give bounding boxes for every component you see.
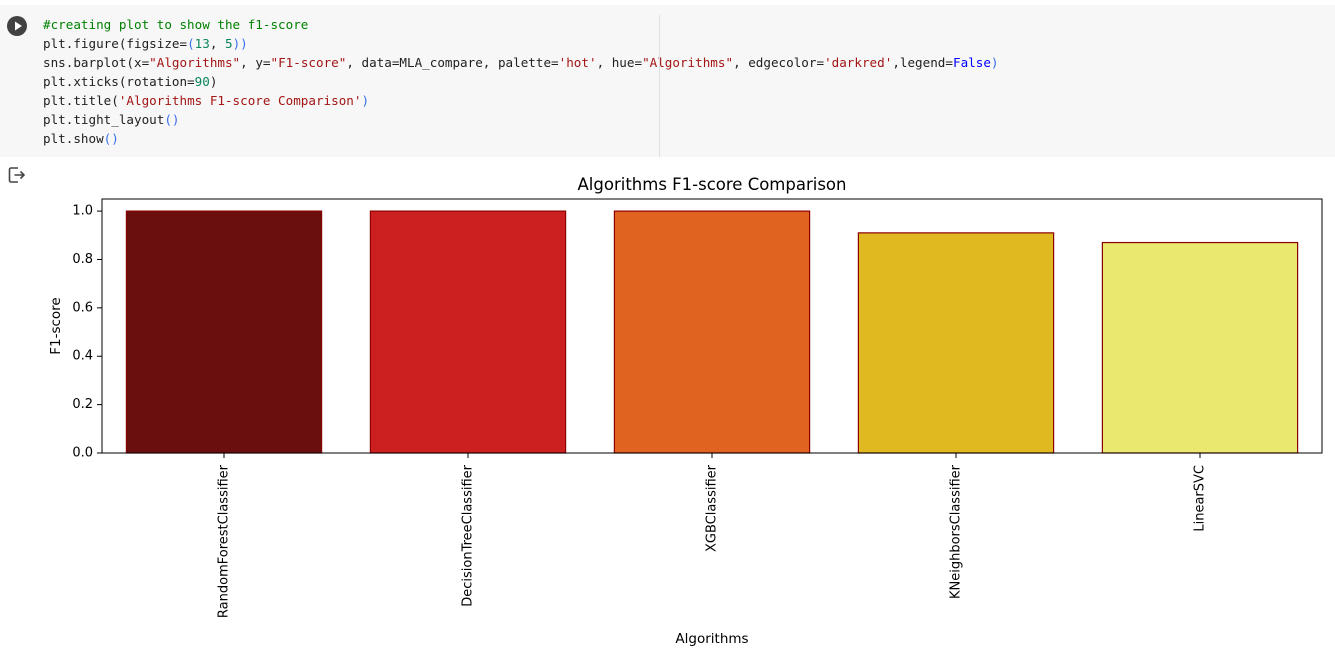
code-token: () [164,112,180,127]
code-line: sns.barplot(x="Algorithms", y="F1-score"… [43,53,999,72]
code-token: 'hot' [558,55,597,70]
code-token: 90 [194,74,210,89]
play-icon [15,21,22,31]
bar-XGBClassifier [613,210,811,454]
bar-LinearSVC [1101,241,1299,454]
code-token: plt.xticks(rotation= [43,74,195,89]
code-token: plt.figure(figsize= [43,36,188,51]
plot-frame [101,198,1323,454]
code-line: plt.title('Algorithms F1-score Compariso… [43,91,999,110]
code-token: 'darkred' [824,55,893,70]
code-line: plt.xticks(rotation=90) [43,72,999,91]
y-tick-label: 0.0 [72,446,93,461]
chart-title: Algorithms F1-score Comparison [578,175,847,194]
f1-score-bar-chart: Algorithms F1-score Comparison RandomFore… [48,175,1323,647]
code-token: , data=MLA_compare, palette= [346,55,559,70]
x-tick-label: XGBClassifier [705,464,720,552]
x-tick-label: LinearSVC [1193,465,1208,532]
code-token: sns.barplot(x= [43,55,150,70]
code-token: , edgecolor= [733,55,825,70]
code-token: ) [990,55,999,70]
bar-KNeighborsClassifier [857,232,1055,454]
code-token: , hue= [596,55,643,70]
code-token: "F1-score" [270,55,347,70]
code-token: ) [209,74,218,89]
code-token: "Algorithms" [149,55,241,70]
code-token: ,legend= [892,55,953,70]
code-token: False [952,55,991,70]
code-token: #creating plot to show the f1-score [43,17,309,32]
code-token: () [103,131,119,146]
x-tick-label: DecisionTreeClassifier [461,464,476,606]
code-line: #creating plot to show the f1-score [43,15,999,34]
y-tick-label: 0.4 [72,349,93,364]
y-tick-label: 0.6 [72,300,93,315]
code-token: )) [232,36,248,51]
y-tick-label: 1.0 [72,204,93,219]
code-token: , [209,36,225,51]
code-token: , y= [240,55,271,70]
code-token: 13 [194,36,210,51]
code-token: ( [187,36,195,51]
code-token: plt.show [43,131,104,146]
bar-RandomForestClassifier [125,210,323,454]
x-tick-label: KNeighborsClassifier [949,464,964,599]
y-tick-label: 0.2 [72,397,93,412]
code-token: plt.title( [43,93,119,108]
editor-ruler [659,15,660,157]
code-line: plt.tight_layout() [43,110,999,129]
code-line: plt.show() [43,129,999,148]
output-redirect-icon[interactable] [7,165,27,185]
x-tick-label: RandomForestClassifier [217,464,232,618]
code-token: 'Algorithms F1-score Comparison' [118,93,362,108]
y-axis-label: F1-score [48,297,64,355]
code-token: 5 [225,36,233,51]
code-token: plt.tight_layout [43,112,165,127]
run-cell-button[interactable] [7,16,27,36]
code-token: "Algorithms" [642,55,734,70]
y-tick-label: 0.8 [72,252,93,267]
code-token: ) [361,93,370,108]
bar-DecisionTreeClassifier [369,210,567,454]
code-line: plt.figure(figsize=(13, 5)) [43,34,999,53]
code-editor[interactable]: #creating plot to show the f1-score plt.f… [43,15,999,148]
code-cell[interactable]: #creating plot to show the f1-score plt.f… [0,5,1335,157]
x-axis-label: Algorithms [675,631,748,647]
